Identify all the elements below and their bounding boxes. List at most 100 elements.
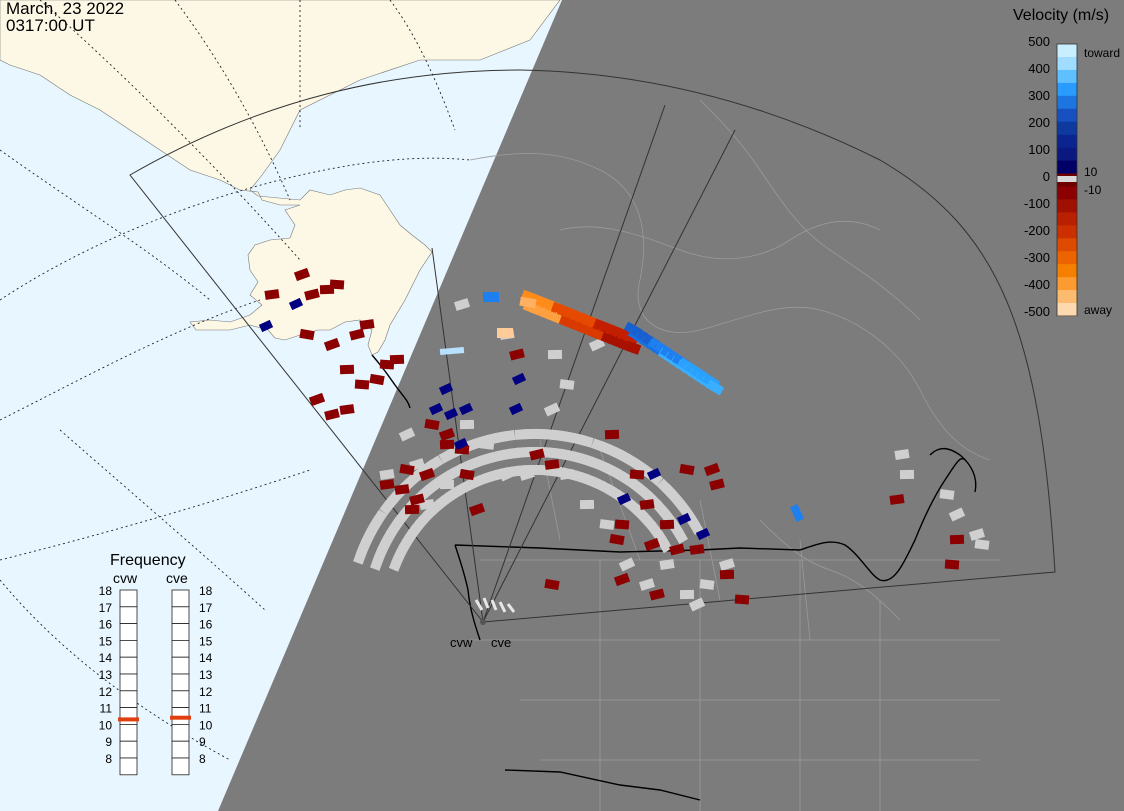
colorbar-frame [1056, 43, 1078, 317]
radar-cell-red [509, 348, 525, 361]
frequency-box [171, 724, 190, 742]
colorbar-segment [1057, 264, 1077, 278]
radar-cell-red [949, 534, 965, 545]
frequency-box [171, 606, 190, 624]
frequency-box [119, 656, 138, 675]
velocity-tick: 400 [1028, 61, 1050, 76]
radar-cell-gray [577, 434, 594, 448]
radar-label-cvw: cvw [450, 635, 473, 650]
radar-cell-red [324, 408, 340, 421]
radar-cell-blue [483, 292, 499, 302]
frequency-box [171, 690, 190, 708]
radar-cell-red [399, 463, 415, 476]
time-label: 0317:00 UT [6, 16, 95, 35]
frequency-scale-label: 16 [99, 618, 113, 632]
radar-cell-gray [974, 539, 990, 550]
frequency-scale-label: 12 [99, 685, 113, 699]
radar-cell-blue [789, 504, 805, 522]
frequency-scale-label: 11 [199, 702, 212, 716]
land-alaska [0, 0, 561, 356]
radar-cell-red [679, 463, 695, 476]
velocity-threshold-pos: 10 [1084, 165, 1098, 179]
radar-cell-red [404, 504, 420, 515]
frequency-scale-label: 12 [199, 685, 213, 699]
frequency-box [171, 656, 190, 675]
radar-cell-gray [459, 419, 475, 430]
radar-cell-red [424, 418, 440, 431]
radar-cell-gray [379, 468, 395, 481]
radar-cell-red [944, 559, 960, 570]
radar-cell-red [459, 468, 475, 481]
velocity-threshold-neg: -10 [1084, 183, 1102, 197]
radar-cell-gray [447, 464, 465, 480]
radar-cell-navy [511, 372, 527, 386]
frequency-scale-label: 18 [99, 584, 113, 598]
frequency-legend-title: Frequency [110, 552, 186, 569]
radar-cell-navy [646, 467, 662, 481]
radar-cell-red [529, 448, 545, 461]
colorbar-segment [1057, 238, 1077, 252]
frequency-scale-label: 13 [99, 668, 113, 682]
radar-cell-red [614, 519, 630, 530]
radar-cell-navy [676, 512, 692, 526]
velocity-tick: -100 [1024, 196, 1050, 211]
velocity-toward-label: toward [1084, 46, 1120, 60]
radar-cell-orange [624, 340, 642, 355]
radar-cell-red [649, 588, 665, 601]
colorbar-segment [1057, 134, 1077, 149]
radar-cell-navy [288, 297, 304, 311]
frequency-scale-label: 14 [99, 651, 113, 665]
radar-cell-gray [588, 337, 606, 352]
radar-cell-gray [638, 578, 656, 591]
frequency-scale-label: 15 [199, 634, 213, 648]
velocity-tick: -300 [1024, 250, 1050, 265]
radar-cell-red [323, 337, 341, 352]
radar-cell-gray [543, 402, 561, 417]
radar-cell-gray [515, 446, 531, 458]
radar-cell-gray [894, 448, 910, 461]
frequency-scale-label: 8 [105, 752, 112, 766]
frequency-scale-label: 10 [99, 718, 113, 732]
radar-cell-red [354, 379, 370, 390]
velocity-legend: Velocity (m/s) 500 400 300 200 100 0 -100 -200 -… [1013, 7, 1120, 319]
frequency-scale-label: 18 [199, 584, 213, 598]
radar-cell-orange [519, 296, 537, 309]
colorbar-segment [1057, 160, 1077, 175]
frequency-box [171, 673, 190, 692]
colorbar-segment [1057, 121, 1077, 136]
radar-cell-gray [500, 430, 516, 442]
radar-cell-red [418, 467, 436, 482]
frequency-box [171, 757, 190, 776]
radar-cell-gray [699, 579, 715, 590]
velocity-away-label: away [1084, 303, 1112, 317]
radar-cell-navy [453, 437, 469, 451]
velocity-tick: 200 [1028, 115, 1050, 130]
velocity-tick: 0 [1043, 169, 1050, 184]
radar-cell-gray [426, 455, 444, 472]
frequency-box [119, 707, 138, 725]
radar-cell-red [629, 469, 645, 480]
velocity-tick: -400 [1024, 277, 1050, 292]
velocity-tick: -200 [1024, 223, 1050, 238]
radar-cell-red [544, 459, 560, 470]
radar-cell-red [639, 499, 655, 510]
frequency-box [119, 623, 138, 641]
frequency-scale-label: 9 [199, 735, 206, 749]
radar-cell-red [468, 502, 486, 517]
radar-cell-gray [948, 507, 966, 522]
frequency-scale-label: 8 [199, 752, 206, 766]
radar-cell-red [438, 427, 456, 442]
radar-cell-red [689, 544, 705, 555]
radar-cell-navy [508, 402, 524, 416]
radar-cell-red [544, 578, 560, 591]
timestamp: March, 23 2022 0317:00 UT [6, 0, 124, 34]
frequency-scale: 18 17 16 15 14 13 12 11 10 9 8 18 17 16 15 14 13 12 11 10 9 8 [99, 584, 213, 776]
colorbar-segment [1057, 147, 1077, 162]
radar-cell-red [379, 359, 395, 370]
radar-cell-peach [497, 328, 513, 338]
velocity-tick: -500 [1024, 304, 1050, 319]
radar-cell-red [264, 289, 280, 300]
colorbar-segment [1057, 44, 1077, 58]
frequency-box [119, 589, 138, 608]
